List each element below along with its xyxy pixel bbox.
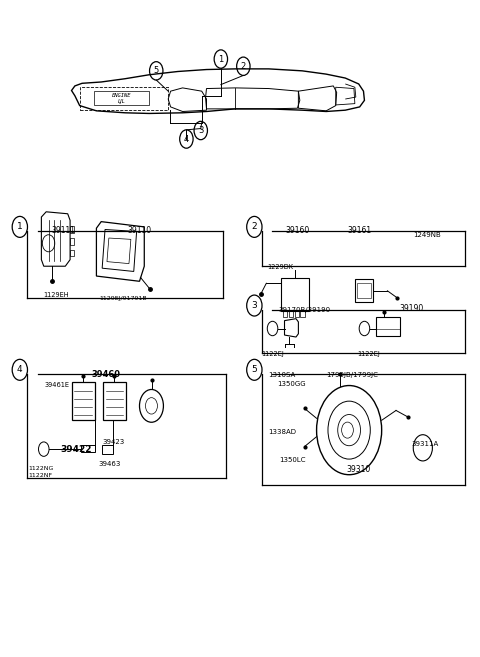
Text: 5: 5 xyxy=(252,365,257,374)
Text: 1122EJ: 1122EJ xyxy=(261,351,284,357)
Text: 39422: 39422 xyxy=(60,445,92,453)
Text: 39161: 39161 xyxy=(348,226,372,235)
Text: 1229DK: 1229DK xyxy=(268,264,294,270)
Text: 1: 1 xyxy=(218,55,224,64)
Text: 39190: 39190 xyxy=(399,304,423,313)
Text: 39311A: 39311A xyxy=(411,440,439,447)
Text: 39463: 39463 xyxy=(98,461,121,467)
Text: 39310: 39310 xyxy=(347,465,371,474)
Text: ENGINE: ENGINE xyxy=(111,93,131,98)
Text: 1122NG: 1122NG xyxy=(28,466,54,470)
Text: 1122EJ: 1122EJ xyxy=(357,351,380,357)
Text: 1350GG: 1350GG xyxy=(277,381,306,387)
Text: 1122NF: 1122NF xyxy=(28,473,53,478)
Text: 4: 4 xyxy=(17,365,23,374)
Text: 1129EJ/91791B: 1129EJ/91791B xyxy=(99,296,146,301)
Text: 39160: 39160 xyxy=(285,226,310,235)
Text: 5: 5 xyxy=(154,66,159,76)
Text: 39170B/39190: 39170B/39190 xyxy=(278,307,331,313)
Text: 1799JB/1799JC: 1799JB/1799JC xyxy=(326,373,378,378)
Text: 2: 2 xyxy=(252,222,257,231)
Text: 4: 4 xyxy=(184,135,189,143)
Text: 1350LC: 1350LC xyxy=(279,457,306,463)
Text: 1129EH: 1129EH xyxy=(43,292,69,298)
Text: 39110: 39110 xyxy=(127,226,152,235)
Text: LJL: LJL xyxy=(118,99,125,104)
Text: 39461E: 39461E xyxy=(45,382,70,388)
Text: 39111: 39111 xyxy=(51,226,75,235)
Text: 3: 3 xyxy=(252,301,257,310)
Text: 1: 1 xyxy=(17,222,23,231)
Text: 2: 2 xyxy=(241,62,246,71)
Text: 1249NB: 1249NB xyxy=(413,232,441,238)
Text: 39423: 39423 xyxy=(102,439,124,445)
Text: 39460: 39460 xyxy=(92,370,120,379)
Text: 1338AD: 1338AD xyxy=(268,429,296,435)
Text: 1310SA: 1310SA xyxy=(269,373,296,378)
Text: 3: 3 xyxy=(198,126,204,135)
